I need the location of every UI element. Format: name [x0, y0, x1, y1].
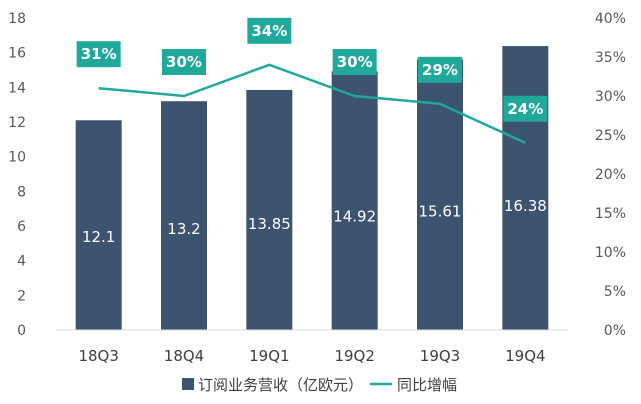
x-tick-label: 18Q3	[78, 347, 118, 365]
line-label-box	[76, 41, 121, 68]
x-tick-label: 19Q3	[420, 347, 460, 365]
bar	[331, 71, 378, 331]
line-label-box	[162, 49, 206, 75]
bar	[246, 89, 293, 330]
bar	[75, 120, 122, 331]
line-label-box	[247, 17, 292, 44]
bar-value-label: 13.85	[248, 215, 291, 233]
y-left-tick-label: 12	[8, 115, 26, 131]
bar	[161, 101, 207, 330]
line-label-text: 24%	[507, 100, 543, 118]
line-value-label: 29%	[418, 56, 462, 83]
line-label-text: 29%	[422, 61, 458, 79]
line-value-label: 34%	[247, 17, 292, 44]
x-axis: 18Q3 18Q4 19Q1 19Q2 19Q3 19Q4	[78, 347, 545, 365]
line-value-labels: 31% 30% 34% 30% 29% 24%	[76, 17, 548, 122]
bar-value-label: 15.61	[419, 202, 462, 220]
bar-value-label: 16.38	[504, 197, 547, 215]
x-tick-label: 19Q2	[334, 347, 374, 365]
bar-value-labels: 12.1 13.2 13.85 14.92 15.61 16.38	[82, 197, 547, 246]
line-label-text: 34%	[251, 22, 287, 40]
line-value-label: 24%	[503, 95, 548, 122]
y-right-tick-label: 10%	[595, 245, 626, 261]
legend-bar-label: 订阅业务营收（亿欧元）	[198, 376, 363, 394]
line-label-text: 30%	[337, 53, 373, 71]
line-label-box	[332, 49, 377, 75]
y-left-tick-label: 18	[8, 11, 26, 27]
y-left-tick-label: 6	[17, 219, 26, 235]
y-left-tick-label: 14	[8, 80, 26, 96]
y-left-tick-label: 2	[17, 288, 26, 304]
line-value-label: 31%	[76, 41, 121, 68]
y-right-tick-label: 0%	[604, 323, 626, 339]
y-left-tick-label: 10	[8, 150, 26, 166]
y-right-tick-label: 25%	[595, 128, 626, 144]
legend-bar-swatch	[182, 378, 194, 390]
y-left-tick-label: 0	[17, 323, 26, 339]
line-value-label: 30%	[162, 49, 206, 75]
y-right-tick-label: 35%	[595, 50, 626, 66]
line-label-box	[503, 95, 548, 122]
line-label-text: 31%	[81, 45, 117, 63]
line-series	[98, 63, 526, 144]
y-right-tick-label: 30%	[595, 89, 626, 105]
legend-line-label: 同比增幅	[397, 376, 457, 394]
y-left-tick-label: 16	[8, 46, 26, 62]
line-value-label: 30%	[332, 49, 377, 75]
y-right-tick-label: 40%	[595, 11, 626, 27]
bar-value-label: 12.1	[82, 228, 115, 246]
y-left-tick-label: 8	[17, 184, 26, 200]
y-axis-right: 0% 5% 10% 15% 20% 25% 30% 35% 40%	[595, 11, 626, 339]
line-label-box	[418, 56, 462, 83]
x-tick-label: 19Q1	[249, 347, 289, 365]
bar	[502, 46, 549, 330]
y-right-tick-label: 15%	[595, 206, 626, 222]
bar-value-label: 13.2	[167, 220, 200, 238]
y-axis-left: 0 2 4 6 8 10 12 14 16 18	[8, 11, 26, 339]
x-tick-label: 18Q4	[164, 347, 204, 365]
y-right-tick-label: 20%	[595, 167, 626, 183]
bar-series	[75, 46, 549, 331]
x-tick-label: 19Q4	[505, 347, 545, 365]
bar-value-label: 14.92	[333, 207, 376, 225]
legend: 订阅业务营收（亿欧元） 同比增幅	[182, 376, 457, 394]
y-left-tick-label: 4	[17, 254, 26, 270]
bar	[417, 59, 463, 330]
y-right-tick-label: 5%	[604, 284, 626, 300]
line-label-text: 30%	[166, 53, 202, 71]
